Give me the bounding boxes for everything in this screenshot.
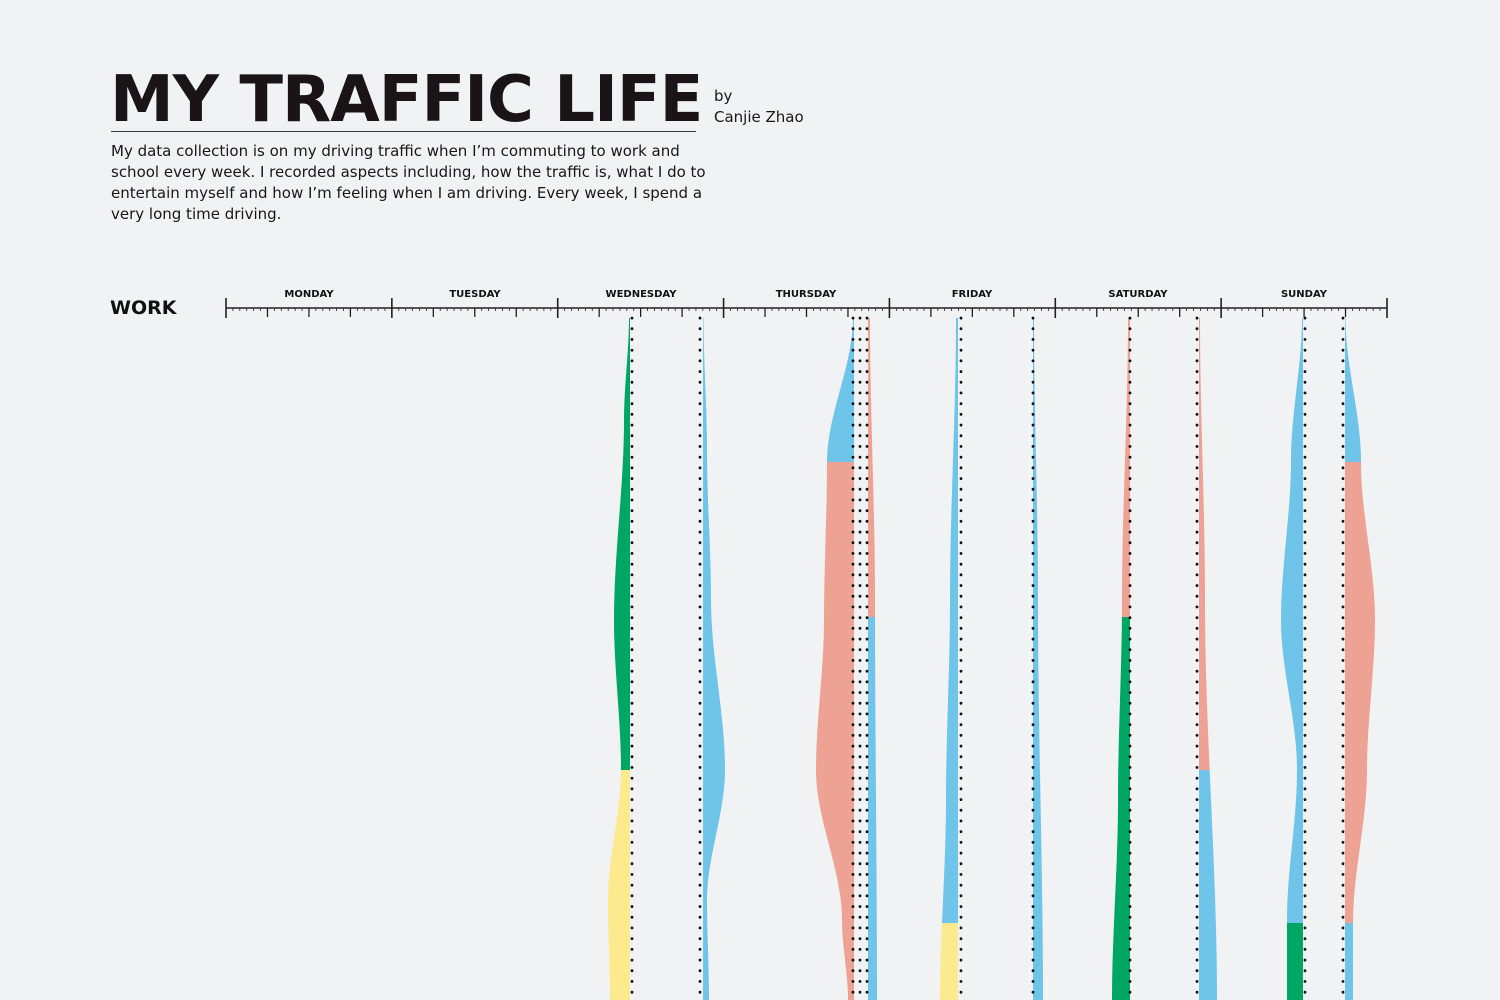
stream-segment — [1345, 318, 1361, 462]
stream-segment — [827, 318, 854, 462]
stream-segment — [868, 318, 876, 617]
dotted-commute-lines — [630, 316, 1345, 1000]
stream-segment — [1199, 318, 1210, 770]
day-label-thursday: THURSDAY — [775, 289, 837, 300]
stream-segment — [703, 318, 725, 1000]
stream-segment — [614, 318, 630, 770]
day-label-friday: FRIDAY — [951, 289, 993, 300]
stream-segment — [1287, 923, 1303, 1000]
day-label-wednesday: WEDNESDAY — [605, 289, 677, 300]
stream-segment — [1121, 318, 1130, 617]
stream-segment — [1199, 770, 1217, 1000]
stream-segment — [940, 923, 958, 1000]
stream-segment — [1033, 318, 1043, 1000]
stream-segment — [868, 617, 877, 1000]
day-label-tuesday: TUESDAY — [449, 289, 501, 300]
intro-paragraph: My data collection is on my driving traf… — [111, 142, 706, 223]
stream-segment — [1345, 462, 1375, 923]
stream-segment — [816, 462, 854, 1000]
title-underline — [111, 131, 696, 132]
page-title: MY TRAFFIC LIFE — [110, 63, 703, 137]
section-label-work: WORK — [110, 297, 177, 319]
day-label-monday: MONDAY — [284, 289, 334, 300]
stream-segment — [1112, 617, 1130, 1000]
stream-segment — [1281, 318, 1303, 923]
byline-by: by — [714, 87, 733, 105]
commute-streams — [608, 318, 1375, 1000]
author-name: Canjie Zhao — [714, 108, 804, 126]
day-label-saturday: SATURDAY — [1108, 289, 1168, 300]
stream-segment — [608, 770, 630, 1000]
day-label-sunday: SUNDAY — [1280, 289, 1327, 300]
week-axis — [225, 298, 1388, 318]
byline: by Canjie Zhao — [714, 86, 804, 128]
stream-segment — [1345, 923, 1353, 1000]
stream-segment — [941, 318, 958, 923]
